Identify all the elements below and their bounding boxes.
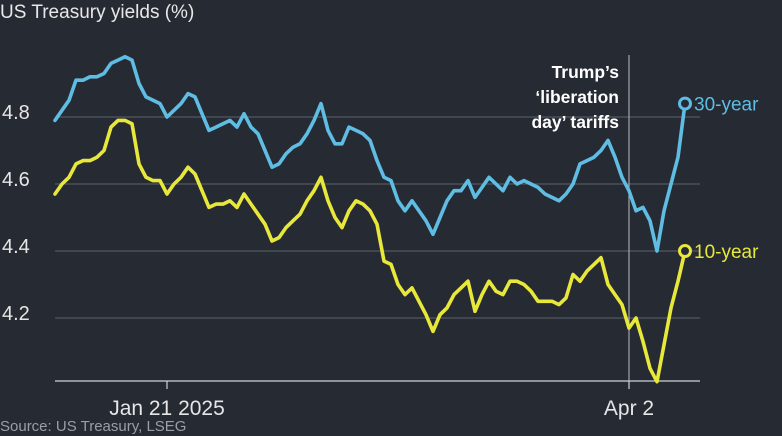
y-tick-label: 4.2 [2,303,30,325]
annotation-text: Trump’s ‘liberation day’ tariffs [531,62,619,132]
x-tick-label: Apr 2 [604,397,654,420]
series-end-marker-30-year [678,96,692,111]
chart-source: Source: US Treasury, LSEG [0,418,187,435]
series-line-30-year [53,54,687,253]
annotation-line-text: Trump’s [552,62,620,82]
series-lines [53,54,692,384]
series-label-30-year: 30-year [694,95,759,116]
labels: 4.2 4.4 4.6 4.8 Jan 21 2025 Apr 2 Trump’s ‘libe… [2,62,759,420]
annotation-line-text: day’ tariffs [531,112,619,132]
y-tick-label: 4.4 [2,236,30,258]
y-tick-label: 4.8 [2,102,30,124]
chart-title: US Treasury yields (%) [0,2,195,23]
x-tick-label: Jan 21 2025 [109,397,225,420]
annotation-line-text: ‘liberation [535,87,619,107]
series-line-10-year [53,118,687,384]
y-tick-label: 4.6 [2,169,30,191]
series-end-marker-10-year [678,244,692,258]
series-label-10-year: 10-year [694,242,759,263]
